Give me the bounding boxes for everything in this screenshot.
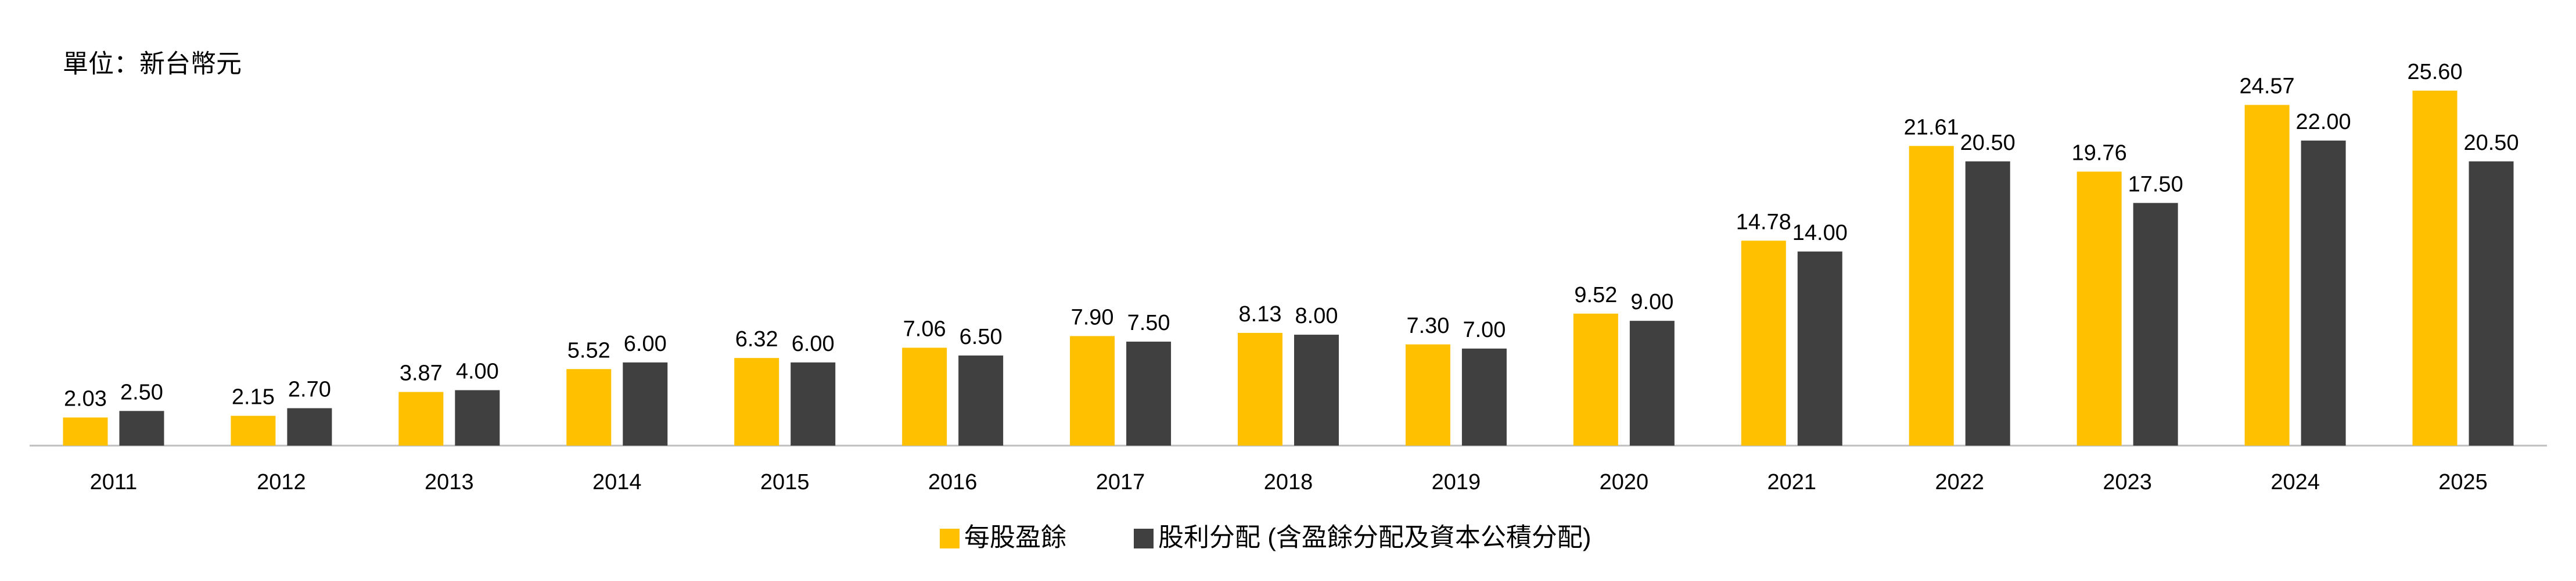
bar	[119, 411, 164, 446]
bar	[1238, 332, 1282, 446]
value-label: 8.13	[1239, 302, 1282, 327]
x-tick-label: 2020	[1600, 470, 1649, 494]
value-label: 7.50	[1127, 311, 1170, 335]
value-label: 19.76	[2072, 141, 2127, 165]
value-label: 7.90	[1071, 305, 1114, 329]
bar	[1294, 335, 1339, 446]
bar	[1629, 321, 1675, 446]
bar	[734, 358, 779, 446]
bar	[1909, 146, 1954, 446]
value-label: 7.06	[903, 317, 946, 342]
x-tick-label: 2019	[1432, 470, 1481, 494]
bar	[1573, 313, 1618, 446]
bar	[902, 347, 947, 446]
x-tick-label: 2011	[90, 470, 138, 494]
x-tick-label: 2023	[2103, 470, 2152, 494]
bar	[287, 408, 332, 446]
bar	[2133, 203, 2178, 446]
value-label: 2.50	[120, 380, 163, 404]
value-label: 6.00	[624, 332, 667, 356]
bar	[63, 417, 108, 446]
bar	[791, 362, 836, 446]
x-tick-label: 2025	[2438, 470, 2488, 494]
bar	[231, 415, 276, 446]
bar	[2076, 171, 2122, 446]
x-tick-label: 2022	[1935, 470, 1984, 494]
value-label: 14.00	[1792, 221, 1848, 245]
x-tick-label: 2018	[1264, 470, 1313, 494]
value-label: 2.70	[288, 378, 331, 402]
x-tick-label: 2017	[1096, 470, 1145, 494]
bar	[958, 355, 1004, 446]
value-label: 4.00	[456, 360, 499, 384]
x-tick-label: 2016	[928, 470, 978, 494]
value-label: 9.52	[1574, 283, 1617, 307]
bar	[2469, 161, 2514, 446]
x-tick-label: 2012	[257, 470, 306, 494]
bar	[2412, 91, 2458, 446]
value-label: 17.50	[2128, 172, 2183, 196]
bar	[1405, 344, 1450, 446]
x-tick-label: 2014	[592, 470, 642, 494]
value-label: 14.78	[1736, 210, 1791, 234]
bar	[1965, 161, 2010, 446]
x-tick-label: 2021	[1767, 470, 1817, 494]
legend-label: 每股盈餘	[964, 523, 1066, 552]
bar	[2301, 140, 2346, 446]
value-label: 8.00	[1295, 304, 1338, 328]
value-label: 2.03	[64, 387, 107, 411]
legend-swatch	[940, 529, 960, 548]
value-label: 24.57	[2240, 74, 2295, 99]
value-label: 6.00	[792, 332, 835, 356]
bar	[1070, 336, 1115, 446]
legend-label: 股利分配 (含盈餘分配及資本公積分配)	[1158, 523, 1591, 552]
bar	[455, 390, 500, 446]
value-label: 21.61	[1904, 115, 1959, 139]
value-label: 7.30	[1406, 314, 1449, 338]
value-label: 3.87	[400, 361, 443, 386]
bar	[623, 362, 668, 446]
bar	[2244, 105, 2290, 446]
value-label: 9.00	[1630, 290, 1673, 314]
value-label: 22.00	[2296, 110, 2351, 134]
value-label: 6.50	[960, 325, 1003, 349]
x-tick-label: 2013	[425, 470, 474, 494]
unit-label: 單位：新台幣元	[63, 50, 242, 78]
bar	[566, 369, 612, 446]
bar	[1461, 348, 1507, 446]
bar	[398, 392, 444, 446]
value-label: 25.60	[2407, 60, 2462, 84]
value-label: 7.00	[1463, 318, 1506, 342]
bar	[1126, 341, 1172, 446]
bar	[1741, 241, 1786, 446]
legend-swatch	[1134, 529, 1154, 548]
value-label: 20.50	[2463, 131, 2518, 155]
x-tick-label: 2024	[2270, 470, 2320, 494]
x-tick-label: 2015	[760, 470, 810, 494]
value-label: 5.52	[567, 338, 610, 363]
bar	[1797, 251, 1842, 446]
value-label: 6.32	[735, 327, 778, 352]
value-label: 2.15	[232, 385, 275, 410]
value-label: 20.50	[1960, 131, 2015, 155]
